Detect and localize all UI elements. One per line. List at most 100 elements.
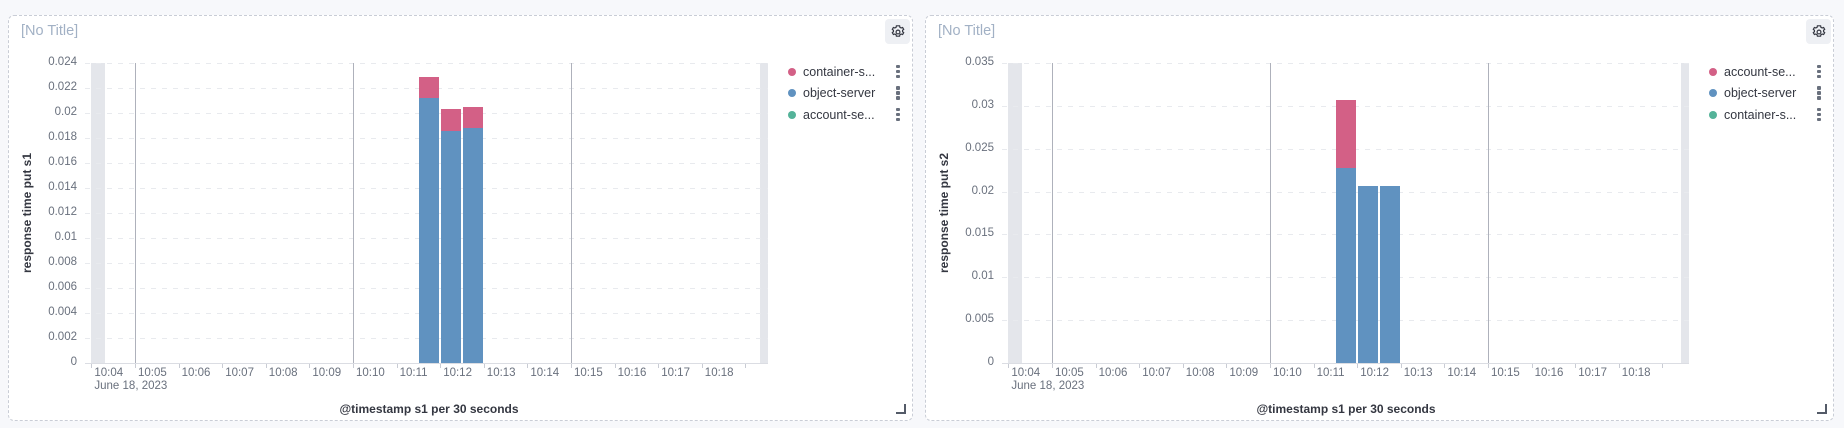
x-axis-tick-label: 10:18: [1621, 367, 1651, 379]
x-axis-tick-label: 10:12: [443, 367, 472, 379]
y-axis-tick-label: 0.014: [48, 181, 77, 193]
panel-title[interactable]: [No Title]: [938, 23, 996, 39]
x-axis-tick: [1618, 364, 1620, 368]
bar-segment-container-s-[interactable]: [419, 76, 440, 98]
panel-options-button[interactable]: [1806, 19, 1831, 44]
legend-color-dot: [1709, 110, 1717, 119]
boxes-vertical-icon[interactable]: [895, 86, 900, 100]
bar-segment-object-server[interactable]: [419, 98, 440, 363]
x-axis-tick-label: 10:05: [1055, 367, 1084, 379]
x-axis-tick: [91, 364, 93, 368]
y-axis-tick-label: 0: [987, 356, 994, 368]
x-axis-tick-label: 10:05: [138, 367, 167, 379]
x-major-gridline: [1270, 63, 1271, 363]
x-axis-tick-label: 10:11: [1316, 367, 1345, 379]
x-axis-tick: [1052, 364, 1053, 368]
x-axis-title: @timestamp s1 per 30 seconds: [1256, 402, 1436, 416]
x-axis-tick: [1095, 364, 1097, 368]
x-axis-tick-label: 10:04: [1011, 367, 1041, 379]
legend-item: container-s...: [788, 63, 900, 80]
partial-bucket-band-left: [1008, 63, 1023, 363]
y-axis-tick-label: 0.01: [54, 231, 77, 243]
y-axis-tick-label: 0.024: [48, 56, 77, 68]
x-axis-tick-label: 10:17: [661, 367, 690, 379]
legend-item-label[interactable]: account-se...: [803, 107, 875, 122]
panel-resize-handle[interactable]: [896, 404, 906, 414]
x-axis-tick-label: 10:04: [94, 367, 124, 379]
x-axis-tick-label: 10:18: [704, 367, 734, 379]
dashboard-panel-right: [No Title] response time put s2 @timesta…: [925, 15, 1834, 421]
legend-item: container-s...: [1709, 106, 1821, 123]
x-axis-tick: [745, 364, 747, 368]
x-axis-tick: [1008, 364, 1010, 368]
x-major-gridline: [135, 63, 136, 363]
boxes-vertical-icon[interactable]: [895, 107, 900, 122]
x-axis-tick-label: 10:16: [1534, 367, 1564, 379]
y-axis-tick-label: 0.02: [54, 106, 77, 118]
legend-color-dot: [788, 89, 796, 97]
x-major-gridline: [1052, 63, 1053, 363]
x-axis-tick: [658, 364, 660, 368]
x-axis-tick-label: 10:06: [181, 367, 211, 379]
x-axis-tick: [1662, 364, 1664, 368]
boxes-vertical-icon[interactable]: [1816, 107, 1821, 122]
x-axis-tick: [527, 364, 529, 368]
x-axis-tick-label: 10:14: [530, 367, 560, 379]
y-axis-tick-label: 0.01: [971, 270, 994, 283]
x-axis-tick: [265, 364, 267, 368]
x-axis-tick-label: 10:17: [1578, 367, 1607, 379]
y-axis-tick-label: 0.03: [971, 98, 994, 111]
x-axis-line: [1002, 363, 1689, 364]
x-axis-tick: [1270, 364, 1271, 368]
panel-options-button[interactable]: [885, 19, 910, 44]
bar-segment-object-server[interactable]: [1336, 168, 1357, 363]
x-axis-tick: [483, 364, 485, 368]
x-axis-tick: [1531, 364, 1533, 368]
legend-item-label[interactable]: container-s...: [803, 64, 876, 79]
gear-icon: [1811, 24, 1827, 40]
panel-title[interactable]: [No Title]: [21, 23, 79, 39]
x-axis-tick-label: 10:07: [1142, 367, 1171, 379]
boxes-vertical-icon[interactable]: [1816, 86, 1821, 100]
x-axis-line: [85, 363, 768, 364]
bar-segment-object-server[interactable]: [1380, 185, 1400, 363]
x-axis-tick: [222, 364, 224, 368]
y-axis-tick-label: 0.015: [965, 227, 994, 240]
x-major-gridline: [1488, 63, 1489, 363]
x-axis-tick-label: 10:10: [1273, 367, 1302, 379]
x-axis-tick: [1226, 364, 1228, 368]
bar-segment-object-server[interactable]: [1358, 186, 1379, 363]
legend-item: account-se...: [1709, 63, 1821, 80]
x-axis-tick-label: 10:14: [1447, 367, 1477, 379]
chart-area: response time put s1 @timestamp s1 per 3…: [9, 16, 912, 420]
x-axis-tick-label: 10:10: [356, 367, 385, 379]
legend-color-dot: [1709, 67, 1717, 76]
panel-resize-handle[interactable]: [1817, 404, 1827, 414]
partial-bucket-band-right: [1681, 63, 1689, 363]
bar-segment-container-s-[interactable]: [441, 109, 462, 131]
boxes-vertical-icon[interactable]: [895, 64, 900, 79]
y-axis-tick-label: 0.002: [48, 331, 77, 343]
y-gridline: [1002, 63, 1689, 64]
legend-item-label[interactable]: object-server: [803, 86, 876, 100]
x-axis-date-context: June 18, 2023: [1011, 380, 1085, 392]
x-axis-tick: [1313, 364, 1315, 368]
x-axis-tick: [440, 364, 442, 368]
x-axis-tick-label: 10:08: [268, 367, 298, 379]
bar-segment-container-s-[interactable]: [463, 106, 483, 128]
bar-segment-object-server[interactable]: [441, 130, 462, 363]
x-axis-tick: [1575, 364, 1577, 368]
legend-item-label[interactable]: object-server: [1724, 86, 1797, 100]
x-axis-title: @timestamp s1 per 30 seconds: [339, 402, 519, 416]
bar-segment-account-se-[interactable]: [1336, 99, 1357, 169]
boxes-vertical-icon[interactable]: [1816, 64, 1821, 79]
x-axis-tick: [135, 364, 136, 368]
legend-item-label[interactable]: account-se...: [1724, 64, 1796, 79]
x-axis-tick-label: 10:09: [312, 367, 342, 379]
legend-color-dot: [788, 67, 796, 76]
legend-item: account-se...: [788, 106, 900, 123]
y-gridline: [85, 63, 768, 64]
bar-segment-object-server[interactable]: [463, 128, 483, 363]
legend-item-label[interactable]: container-s...: [1724, 107, 1797, 122]
